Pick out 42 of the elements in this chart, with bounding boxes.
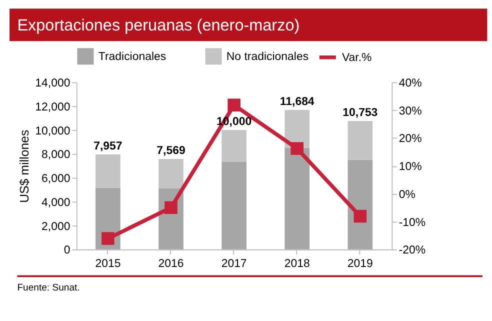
y2-tick-label: 40%: [398, 78, 422, 90]
bar: [222, 130, 246, 162]
bar: [158, 159, 184, 188]
bar: [222, 162, 246, 250]
y-tick-label: 8,000: [42, 149, 70, 162]
y2-tick-label: -20%: [398, 244, 426, 257]
y2-tick-label: 20%: [398, 133, 422, 146]
x-tick-label: 2019: [347, 258, 373, 270]
x-tick-label: 2016: [158, 258, 184, 270]
y-tick-label: 4,000: [42, 196, 70, 209]
bar: [348, 160, 373, 250]
bar: [96, 154, 120, 188]
chart-title: Exportaciones peruanas (enero-marzo): [17, 16, 300, 35]
y-tick-label: 0: [64, 244, 70, 257]
y-tick-label: 2,000: [42, 220, 70, 233]
total-label: 7,569: [156, 145, 186, 158]
y-tick-label: 6,000: [42, 173, 70, 186]
point: [228, 98, 240, 112]
bar: [348, 120, 373, 160]
total-label: 7,957: [94, 140, 122, 153]
y2-tick-label: -10%: [398, 216, 426, 229]
y-tick-label: 10,000: [35, 125, 70, 138]
legend-label: Tradicionales: [98, 51, 166, 64]
legend-label: No tradicionales: [226, 51, 309, 64]
point: [354, 210, 367, 223]
point: [164, 201, 178, 214]
y-tick-label: 12,000: [35, 101, 70, 114]
x-tick-label: 2015: [95, 258, 121, 270]
y2-tick-label: 0%: [398, 188, 416, 201]
y2-tick-label: 10%: [398, 161, 422, 174]
y-tick-label: 14,000: [35, 78, 70, 90]
source-note: Fuente: Sunat.: [17, 282, 80, 294]
bar: [284, 148, 310, 250]
x-tick-label: 2018: [284, 258, 310, 270]
total-label: 10,753: [342, 107, 378, 120]
total-label: 11,684: [280, 96, 315, 108]
y-axis-title: US$ millones: [17, 130, 32, 203]
legend-label: Var.%: [342, 52, 372, 64]
x-tick-label: 2017: [221, 258, 247, 270]
point: [290, 142, 304, 155]
point: [102, 232, 114, 245]
y2-tick-label: 30%: [398, 105, 422, 118]
